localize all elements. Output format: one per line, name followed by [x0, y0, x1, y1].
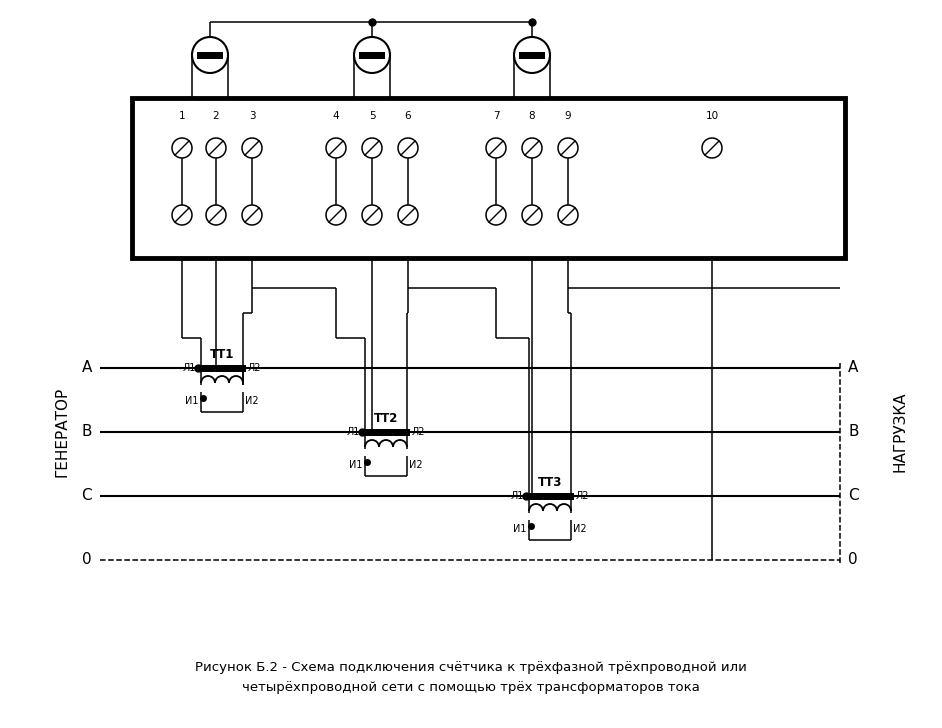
Bar [132, 98, 845, 258]
Text: И2: И2 [245, 396, 259, 406]
Text: 4: 4 [333, 111, 339, 121]
Text: 2: 2 [213, 111, 219, 121]
Text: C: C [81, 488, 92, 504]
Text: 3: 3 [249, 111, 255, 121]
Text: C: C [848, 488, 858, 504]
Bar [359, 52, 385, 58]
Bar [198, 365, 246, 371]
Text: 9: 9 [564, 111, 571, 121]
Text: ГЕНЕРАТОР: ГЕНЕРАТОР [55, 387, 70, 477]
Text: Л2: Л2 [412, 427, 426, 437]
Text: 5: 5 [368, 111, 375, 121]
Text: И1: И1 [513, 524, 527, 534]
Text: И2: И2 [409, 460, 423, 470]
Text: 10: 10 [706, 111, 719, 121]
Bar [526, 493, 574, 499]
Text: ТТ3: ТТ3 [538, 475, 562, 488]
Text: НАГРУЗКА: НАГРУЗКА [892, 392, 907, 472]
Bar [362, 429, 410, 435]
Text: 0: 0 [848, 553, 857, 568]
Text: A: A [82, 360, 92, 376]
Bar [197, 52, 223, 58]
Text: И2: И2 [573, 524, 587, 534]
Text: Л2: Л2 [248, 363, 262, 373]
Text: 1: 1 [179, 111, 186, 121]
Text: Л2: Л2 [576, 491, 590, 501]
Text: четырёхпроводной сети с помощью трёх трансформаторов тока: четырёхпроводной сети с помощью трёх тра… [242, 681, 700, 695]
Text: Л1: Л1 [183, 363, 196, 373]
Text: Л1: Л1 [511, 491, 524, 501]
Text: Л1: Л1 [347, 427, 360, 437]
Text: Рисунок Б.2 - Схема подключения счётчика к трёхфазной трёхпроводной или: Рисунок Б.2 - Схема подключения счётчика… [195, 662, 747, 675]
Text: B: B [848, 424, 858, 440]
Text: И1: И1 [349, 460, 363, 470]
Text: 7: 7 [493, 111, 499, 121]
Text: B: B [82, 424, 92, 440]
Bar [519, 52, 545, 58]
Text: ТТ1: ТТ1 [210, 347, 235, 360]
Text: 8: 8 [528, 111, 535, 121]
Text: 6: 6 [405, 111, 412, 121]
Text: 0: 0 [82, 553, 92, 568]
Text: A: A [848, 360, 858, 376]
Text: И1: И1 [186, 396, 199, 406]
Text: ТТ2: ТТ2 [374, 411, 398, 424]
